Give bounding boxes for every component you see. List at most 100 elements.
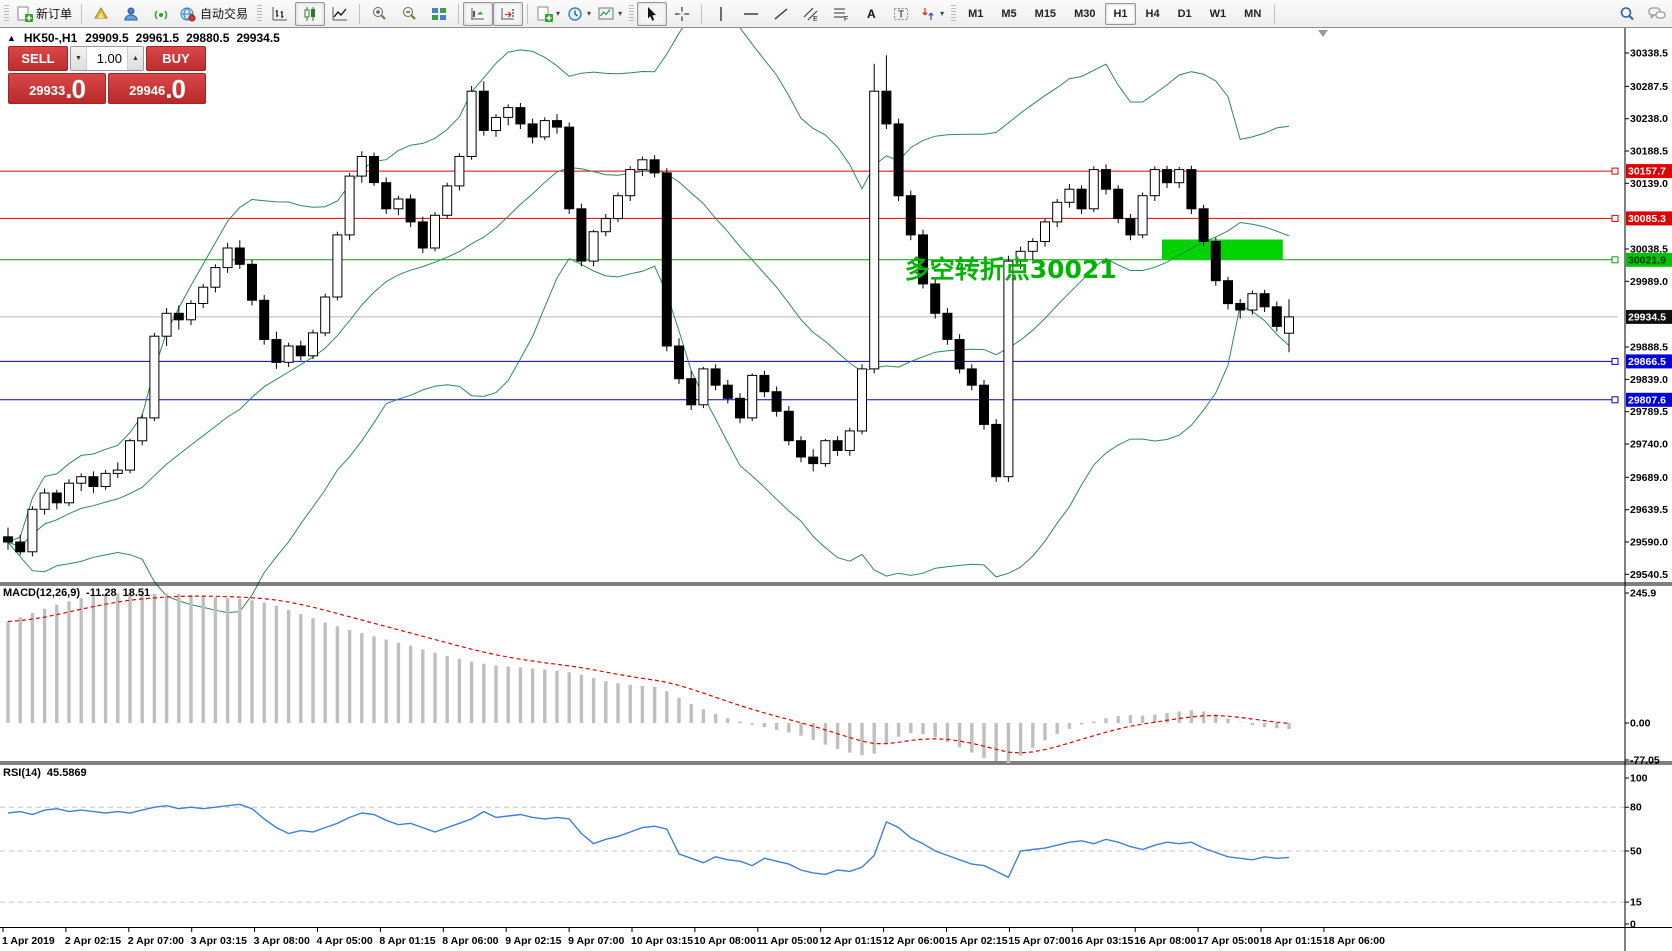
- chart-shift-button[interactable]: [493, 1, 524, 26]
- auto-trading-button[interactable]: 自动交易: [176, 2, 253, 26]
- highlight-zone[interactable]: [1162, 239, 1283, 260]
- timeframe-mn[interactable]: MN: [1244, 7, 1262, 20]
- toolbar-grip[interactable]: [4, 4, 9, 23]
- arrows-button[interactable]: ▾: [916, 2, 947, 26]
- macd-value: -11.28: [86, 587, 117, 599]
- candlestick-chart-type-button[interactable]: [295, 1, 326, 26]
- sell-price[interactable]: 29933 .0: [8, 73, 106, 104]
- tile-windows-button[interactable]: [424, 2, 454, 26]
- toolbar-grip[interactable]: [257, 4, 263, 23]
- svg-text:15: 15: [1630, 897, 1642, 909]
- line-handle[interactable]: [1611, 357, 1619, 365]
- zoom-out-icon: [403, 6, 416, 20]
- cursor-button[interactable]: [637, 1, 668, 26]
- arrows-icon: [922, 7, 934, 20]
- rsi-name: RSI(14): [3, 767, 41, 779]
- one-click-trading-panel: SELL ▼ 1.00 ▲ BUY 29933 .0 29946 .0: [8, 46, 206, 104]
- vertical-line-button[interactable]: [706, 2, 736, 26]
- fibonacci-button[interactable]: F: [826, 2, 856, 26]
- timeframe-h4[interactable]: H4: [1145, 7, 1160, 20]
- buy-button[interactable]: BUY: [146, 46, 206, 71]
- rsi-line: [7, 803, 1290, 879]
- svg-text:12 Apr 01:15: 12 Apr 01:15: [820, 935, 882, 947]
- timeframe-m15[interactable]: M15: [1034, 7, 1057, 20]
- buy-price[interactable]: 29946 .0: [108, 73, 206, 104]
- timeframe-d1[interactable]: D1: [1177, 7, 1192, 20]
- svg-text:30085.3: 30085.3: [1628, 213, 1666, 225]
- timeframe-m30[interactable]: M30: [1074, 7, 1096, 20]
- text-label-button[interactable]: T: [886, 2, 916, 26]
- line-handle[interactable]: [1611, 214, 1619, 222]
- price-axis[interactable]: 30338.5 30287.5 30238.0 30188.5 30139.0 30038…: [1624, 28, 1672, 951]
- horizontal-line-button[interactable]: [736, 2, 766, 26]
- svg-text:29934.5: 29934.5: [1628, 311, 1666, 323]
- svg-text:8 Apr 01:15: 8 Apr 01:15: [379, 935, 435, 947]
- svg-text:8 Apr 06:00: 8 Apr 06:00: [442, 935, 498, 947]
- signals-button[interactable]: [146, 2, 176, 26]
- bar-chart-type-button[interactable]: [265, 2, 295, 26]
- macd-pane[interactable]: [6, 593, 1291, 764]
- svg-text:0: 0: [1630, 919, 1636, 931]
- toolbar-grip[interactable]: [629, 4, 635, 23]
- sell-price-pips: .0: [65, 74, 86, 104]
- chart-annotation-text[interactable]: 多空转折点30021: [904, 255, 1117, 285]
- chart-shift-icon: [501, 7, 515, 19]
- rsi-value: 45.5869: [46, 767, 87, 779]
- svg-text:16 Apr 08:00: 16 Apr 08:00: [1134, 935, 1196, 947]
- timeframe-m1[interactable]: M1: [968, 7, 984, 20]
- auto-scroll-icon: [471, 7, 485, 19]
- arrows-caret: ▾: [940, 8, 945, 18]
- svg-text:80: 80: [1630, 802, 1642, 814]
- chat-button[interactable]: [1642, 2, 1672, 26]
- timeframe-w1[interactable]: W1: [1209, 7, 1227, 20]
- svg-text:29689.0: 29689.0: [1630, 472, 1668, 484]
- horizontal-line-icon: [744, 12, 759, 15]
- trendline-button[interactable]: [766, 2, 796, 26]
- svg-text:30038.5: 30038.5: [1630, 244, 1668, 256]
- svg-text:2 Apr 02:15: 2 Apr 02:15: [65, 935, 121, 947]
- svg-text:100: 100: [1630, 773, 1648, 785]
- zoom-out-button[interactable]: [394, 2, 424, 26]
- profiles-button[interactable]: ▾: [563, 2, 594, 26]
- svg-text:30287.5: 30287.5: [1630, 81, 1668, 93]
- new-chart-button[interactable]: ▾: [532, 2, 563, 26]
- line-chart-icon: [332, 6, 348, 20]
- volume-decrease-button[interactable]: ▼: [71, 47, 86, 70]
- timeframe-h1[interactable]: H1: [1105, 2, 1136, 25]
- horizontal-lines[interactable]: [0, 167, 1619, 404]
- volume-input[interactable]: 1.00: [86, 47, 128, 70]
- timeframe-m5[interactable]: M5: [1001, 7, 1017, 20]
- line-handle[interactable]: [1611, 167, 1619, 175]
- svg-text:18 Apr 01:15: 18 Apr 01:15: [1260, 935, 1322, 947]
- crosshair-button[interactable]: [667, 2, 697, 26]
- template-icon: [598, 7, 614, 19]
- svg-text:29789.5: 29789.5: [1630, 406, 1668, 418]
- search-button[interactable]: [1612, 2, 1642, 26]
- line-chart-type-button[interactable]: [325, 2, 355, 26]
- sell-button[interactable]: SELL: [8, 46, 68, 71]
- new-chart-caret: ▾: [556, 8, 561, 18]
- svg-text:29866.5: 29866.5: [1628, 356, 1666, 368]
- community-button[interactable]: [116, 2, 146, 26]
- volume-increase-button[interactable]: ▲: [128, 47, 143, 70]
- svg-text:29540.5: 29540.5: [1630, 569, 1668, 581]
- auto-scroll-button[interactable]: [463, 1, 494, 26]
- line-handle[interactable]: [1611, 396, 1619, 404]
- toolbar: 新订单 自动交易: [0, 0, 1672, 28]
- one-click-collapse-icon[interactable]: ▲: [7, 33, 16, 43]
- svg-text:15 Apr 07:00: 15 Apr 07:00: [1008, 935, 1070, 947]
- rsi-pane[interactable]: [0, 803, 1625, 903]
- profile-button[interactable]: [86, 2, 116, 26]
- new-order-button[interactable]: 新订单: [12, 2, 77, 26]
- chart-shift-marker[interactable]: [1318, 30, 1328, 37]
- toolbar-grip[interactable]: [951, 4, 957, 23]
- time-axis[interactable]: 1 Apr 2019 2 Apr 02:15 2 Apr 07:00 3 Apr 03…: [2, 927, 1385, 948]
- zoom-in-button[interactable]: [364, 2, 394, 26]
- templates-button[interactable]: ▾: [594, 2, 625, 26]
- line-handle[interactable]: [1611, 256, 1619, 264]
- text-button[interactable]: A: [856, 2, 886, 26]
- svg-text:-77.05: -77.05: [1630, 755, 1660, 767]
- equidistant-channel-button[interactable]: E: [796, 2, 826, 26]
- svg-text:29839.0: 29839.0: [1630, 374, 1668, 386]
